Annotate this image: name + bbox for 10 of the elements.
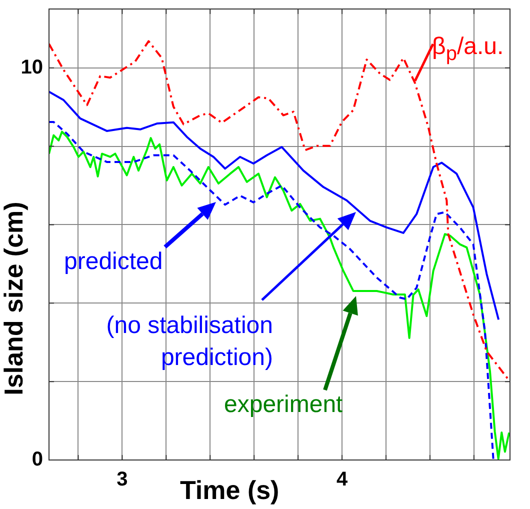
x-axis-title: Time (s) [180, 475, 280, 506]
y-tick-label: 0 [32, 448, 43, 471]
annotation: (no stabilisation prediction) [105, 311, 273, 373]
y-axis-title: Island size (cm) [0, 200, 30, 398]
annotation: experiment [224, 391, 343, 419]
x-tick-label: 4 [336, 468, 348, 491]
legend-label: β$_{p}$/a.u. [432, 33, 504, 67]
y-tick-label: 10 [20, 56, 43, 78]
x-tick-label: 3 [116, 468, 128, 491]
annotation: predicted [64, 248, 163, 276]
